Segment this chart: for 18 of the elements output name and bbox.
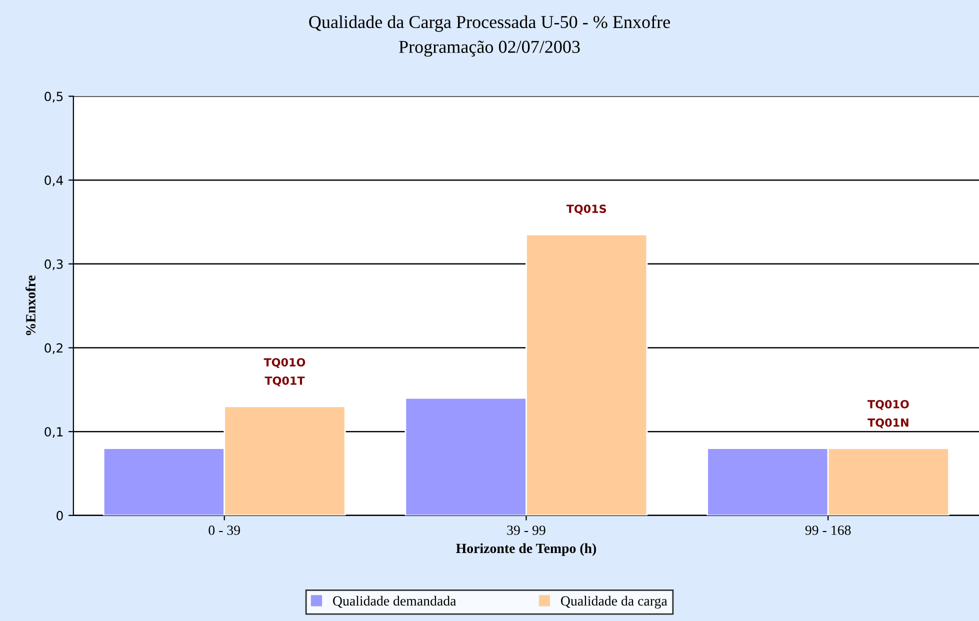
annotation: TQ01S <box>566 204 606 214</box>
x-tick-label: 39 - 99 <box>507 526 546 535</box>
y-tick-label: 0,5 <box>44 92 63 102</box>
annotation: TQ01O TQ01T <box>264 358 306 386</box>
x-tick-label: 0 - 39 <box>208 526 240 535</box>
chart-title: Qualidade da Carga Processada U-50 - % Enxofre <box>309 15 670 32</box>
annotation: TQ01O TQ01N <box>868 400 909 428</box>
y-tick-label: 0,3 <box>44 259 63 270</box>
x-axis-title: Horizonte de Tempo (h) <box>456 543 596 556</box>
y-tick-label: 0,4 <box>44 176 63 186</box>
chart-subtitle: Programação 02/07/2003 <box>399 40 580 57</box>
y-tick-label: 0,1 <box>44 427 63 438</box>
y-axis-title: %Enxofre <box>26 275 36 336</box>
x-tick-label: 99 - 168 <box>805 526 851 535</box>
legend-label: Qualidade demandada <box>333 596 456 608</box>
legend-label: Qualidade da carga <box>560 596 668 608</box>
y-tick-label: 0,2 <box>44 343 62 354</box>
y-tick-label: 0 <box>56 510 63 520</box>
